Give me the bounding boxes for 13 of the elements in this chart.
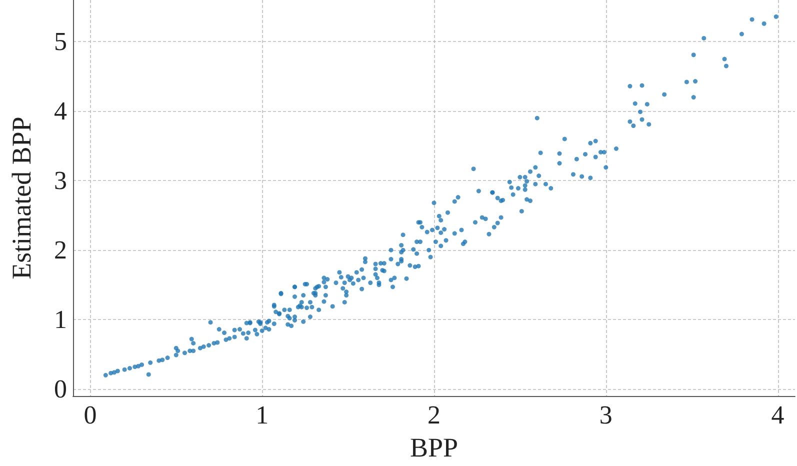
y-tick-label: 3 bbox=[54, 166, 67, 196]
y-tick-label: 0 bbox=[54, 374, 67, 404]
y-axis-title: Estimated BPP bbox=[6, 116, 36, 280]
x-tick-label: 3 bbox=[599, 400, 612, 430]
x-tick-label: 0 bbox=[84, 400, 97, 430]
x-tick-label: 4 bbox=[771, 400, 784, 430]
y-tick-label: 1 bbox=[54, 305, 67, 334]
x-tick-label: 2 bbox=[428, 400, 440, 430]
y-tick-label: 4 bbox=[54, 96, 67, 126]
x-axis-title: BPP bbox=[410, 432, 458, 462]
y-tick-label: 2 bbox=[54, 236, 67, 265]
x-tick-label: 1 bbox=[256, 400, 269, 430]
y-tick-label: 5 bbox=[54, 27, 67, 56]
